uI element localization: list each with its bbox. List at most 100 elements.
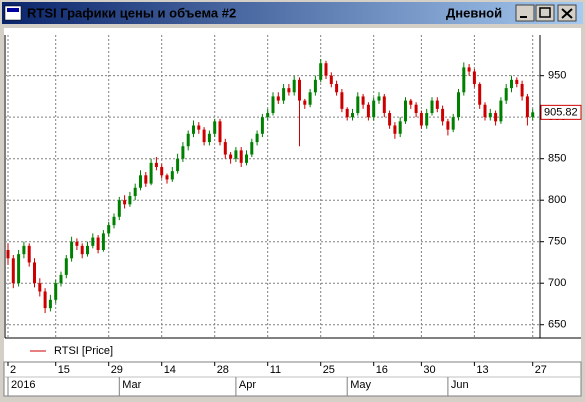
candle-body — [329, 75, 333, 84]
candle-body — [271, 96, 275, 114]
candle-body — [292, 79, 296, 93]
candle-body — [213, 121, 217, 134]
candle-body — [202, 129, 206, 143]
candle-body — [351, 113, 354, 118]
candle-body — [80, 245, 84, 255]
candle-body — [472, 71, 476, 84]
candle-body — [515, 79, 519, 84]
window-buttons — [515, 4, 577, 22]
candle-body — [149, 162, 153, 184]
candle-body — [451, 117, 455, 130]
close-icon — [561, 8, 573, 19]
candle-body — [6, 250, 10, 259]
candle-body — [11, 258, 15, 284]
candle-body — [313, 79, 317, 93]
candle-body — [441, 108, 445, 122]
candle-body — [409, 100, 413, 105]
candle-body — [372, 100, 376, 118]
maximize-icon — [539, 7, 551, 18]
candle-body — [531, 112, 535, 118]
candle-body — [340, 92, 344, 109]
candle-body — [525, 96, 529, 118]
last-price-box — [540, 104, 582, 120]
month-label: Mar — [122, 379, 141, 391]
x-tick-label: 16 — [376, 364, 388, 376]
candle-body — [48, 299, 52, 309]
candle-body — [75, 241, 79, 246]
candle-body — [192, 125, 195, 134]
candle-body — [361, 96, 365, 105]
date-axis — [3, 361, 582, 397]
candle-body — [181, 146, 185, 159]
candle-body — [462, 67, 466, 93]
x-tick-label: 2 — [10, 364, 16, 376]
candle-body — [107, 225, 111, 234]
candle-body — [250, 142, 254, 155]
candle-body — [303, 100, 307, 105]
candle-body — [382, 96, 386, 114]
candle-body — [478, 83, 482, 105]
candle-body — [287, 88, 291, 93]
candle-body — [335, 83, 339, 93]
x-tick-label: 25 — [323, 364, 335, 376]
candle-body — [467, 67, 471, 72]
candle-body — [276, 96, 280, 101]
candle-body — [494, 113, 498, 122]
candle-body — [91, 237, 95, 246]
candle-body — [96, 237, 100, 251]
candle-body — [64, 258, 68, 275]
candle-body — [117, 200, 121, 217]
candle-body — [298, 79, 301, 101]
candle-body — [128, 196, 132, 205]
candle-body — [377, 96, 381, 101]
x-tick-label: 15 — [58, 364, 70, 376]
candle-body — [308, 92, 312, 105]
candle-body — [245, 154, 248, 163]
candle-body — [176, 158, 180, 172]
y-tick-label: 750 — [548, 236, 566, 248]
candle-body — [43, 291, 47, 309]
last-price: 905.82 — [544, 106, 578, 118]
month-label: Jun — [451, 379, 469, 391]
candle-body — [139, 175, 142, 188]
candle-body — [112, 216, 116, 226]
candle-body — [170, 171, 174, 180]
candle-body — [133, 187, 137, 197]
candle-body — [435, 100, 439, 109]
x-tick-label: 30 — [423, 364, 435, 376]
candle-body — [520, 83, 524, 97]
y-tick-label: 650 — [548, 319, 566, 331]
candle-body — [86, 245, 89, 255]
legend-label: RTSI [Price] — [54, 345, 113, 357]
candle-body — [123, 200, 127, 205]
candle-body — [504, 88, 508, 101]
month-label: May — [350, 379, 371, 391]
interval: Дневной — [446, 5, 502, 20]
candle-body — [483, 104, 487, 118]
candle-body — [510, 79, 513, 89]
candle-body — [393, 125, 397, 134]
candle-body — [282, 88, 286, 101]
candle-body — [33, 262, 36, 284]
candle-body — [446, 121, 450, 130]
candle-body — [229, 154, 233, 159]
candle-body — [499, 100, 503, 122]
candle-body — [207, 133, 211, 143]
app-icon-bar — [7, 8, 19, 12]
candle-body — [266, 113, 270, 118]
candle-body — [22, 245, 26, 255]
candle-body — [457, 92, 460, 118]
minimize-button[interactable] — [515, 4, 535, 22]
month-label: Apr — [239, 379, 256, 391]
x-tick-label: 13 — [476, 364, 488, 376]
candle-body — [366, 104, 370, 118]
chart-area — [4, 28, 581, 362]
candle-body — [234, 150, 238, 159]
candle-body — [425, 113, 429, 126]
candle-body — [54, 283, 58, 300]
candle-body — [165, 175, 169, 180]
candle-body — [356, 96, 360, 114]
candle-body — [419, 113, 423, 126]
candle-body — [70, 241, 74, 259]
candle-body — [154, 162, 158, 167]
